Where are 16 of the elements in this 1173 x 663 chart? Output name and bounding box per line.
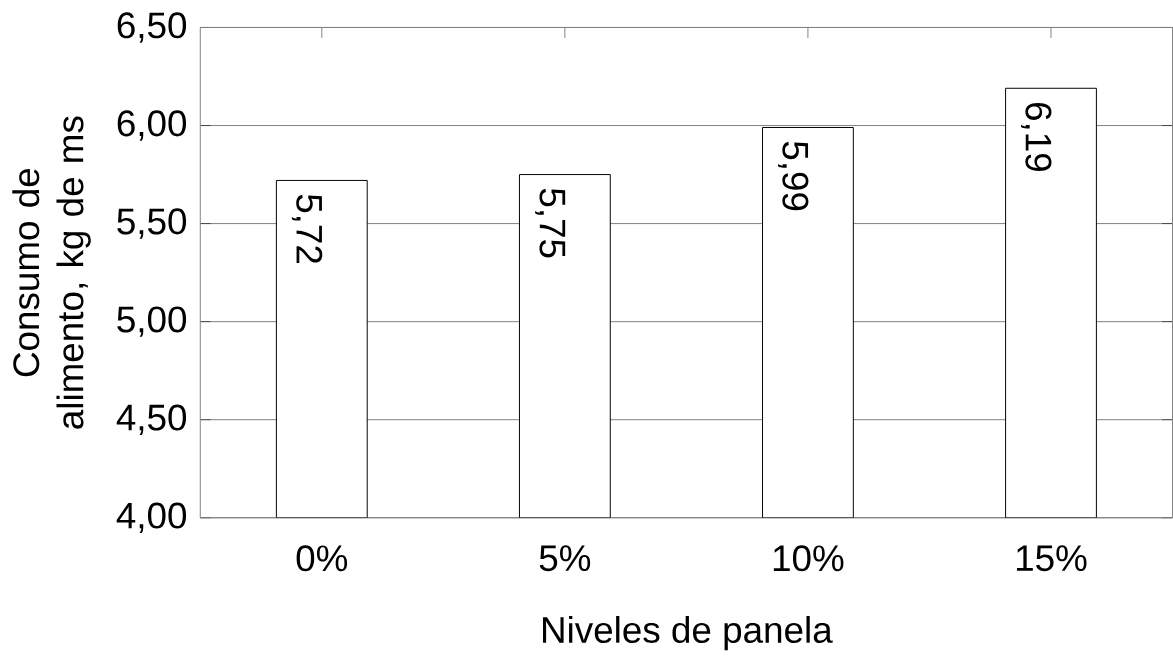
y-tick-label: 4,50 [116,404,187,436]
x-tick-label: 10% [773,545,844,572]
data-label: 5,72 [291,194,323,264]
y-tick-label: 6,50 [117,12,187,43]
x-tick-label: 0% [296,545,348,572]
y-tick-label: 4,00 [116,502,187,534]
y-tick-label: 5,50 [117,208,187,239]
y-tick-label: 6,00 [117,110,187,141]
data-label: 5,75 [535,189,566,258]
y-tick-label: 5,00 [117,306,187,338]
x-axis-title: Niveles de panela [543,616,833,651]
y-axis-title: Consumo de alimento, kg de ms [12,116,91,429]
x-tick-label: 15% [1016,545,1087,572]
x-tick-label: 5% [539,545,591,572]
data-label: 5,99 [778,141,809,211]
data-label: 6,19 [1021,103,1052,172]
